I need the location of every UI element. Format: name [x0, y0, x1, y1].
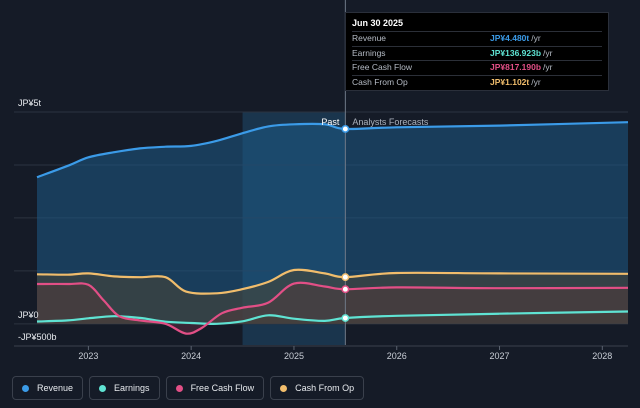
tooltip-unit: /yr	[543, 62, 553, 72]
tooltip-label: Earnings	[352, 47, 386, 58]
revenue-line	[36, 121, 629, 179]
forecast-label: Analysts Forecasts	[352, 117, 429, 127]
revenue-marker	[341, 124, 350, 133]
legend-label: Cash From Op	[295, 383, 355, 393]
tooltip-label: Revenue	[352, 33, 387, 43]
legend: Revenue Earnings Free Cash Flow Cash From O…	[12, 376, 365, 400]
legend-dot-icon	[175, 384, 183, 392]
tooltip-row-earnings: Earnings JP¥136.923b/yr	[352, 45, 602, 61]
past-label: Past	[321, 117, 340, 127]
tooltip-row-revenue: Revenue JP¥4.480t/yr	[352, 31, 602, 46]
y-label-zero: JP¥0	[18, 310, 39, 320]
legend-item-earnings[interactable]: Earnings	[89, 376, 160, 400]
tooltip-unit: /yr	[531, 33, 541, 43]
tooltip-value: JP¥817.190b	[490, 62, 542, 72]
legend-dot-icon	[22, 384, 29, 392]
legend-label: Free Cash Flow	[190, 383, 255, 393]
earnings-marker	[341, 314, 350, 322]
tooltip-row-free-cash-flow: Free Cash Flow JP¥817.190b/yr	[352, 60, 602, 75]
series-markers	[341, 124, 350, 322]
x-axis-ticks: 2023 2024 2025 2026 2027 2028	[78, 346, 612, 361]
x-tick-label-2027: 2027	[490, 351, 510, 361]
legend-label: Earnings	[114, 383, 150, 393]
free-cash-flow-marker	[341, 285, 350, 294]
cash-from-op-line	[36, 268, 629, 295]
earnings-line	[36, 310, 629, 325]
tooltip-row-cash-from-op: Cash From Op JP¥1.102t/yr	[352, 74, 602, 90]
cash-from-op-marker	[341, 273, 350, 282]
tooltip-rows: Revenue JP¥4.480t/yr Earnings JP¥136.923b/y…	[352, 31, 602, 89]
tooltip-label: Free Cash Flow	[352, 62, 412, 72]
x-tick-label-2028: 2028	[592, 351, 612, 361]
x-tick-label-2026: 2026	[387, 351, 407, 361]
tooltip: Jun 30 2025 Revenue JP¥4.480t/yr Earnings J…	[345, 12, 609, 91]
series-areas	[37, 122, 628, 334]
legend-item-cash-from-op[interactable]: Cash From Op	[270, 376, 365, 400]
legend-item-free-cash-flow[interactable]: Free Cash Flow	[165, 376, 265, 400]
tooltip-value: JP¥136.923b	[490, 47, 542, 58]
legend-item-revenue[interactable]: Revenue	[12, 376, 84, 400]
x-tick-label-2024: 2024	[181, 351, 201, 361]
tooltip-value: JP¥4.480t	[490, 33, 530, 43]
tooltip-unit: /yr	[543, 47, 553, 58]
legend-label: Revenue	[37, 383, 74, 393]
series-lines	[36, 121, 629, 335]
x-tick-label-2025: 2025	[284, 351, 304, 361]
cash-from-op-area	[37, 269, 628, 324]
free-cash-flow-line	[36, 281, 629, 335]
tooltip-date: Jun 30 2025	[352, 18, 404, 28]
y-label-bottom: -JP¥500b	[18, 332, 57, 342]
tooltip-label: Cash From Op	[352, 76, 408, 87]
legend-dot-icon	[280, 384, 288, 392]
y-label-top: JP¥5t	[18, 98, 42, 108]
tooltip-value: JP¥1.102t	[490, 76, 530, 87]
tooltip-unit: /yr	[531, 76, 541, 87]
legend-dot-icon	[99, 384, 107, 392]
x-tick-label-2023: 2023	[78, 351, 98, 361]
